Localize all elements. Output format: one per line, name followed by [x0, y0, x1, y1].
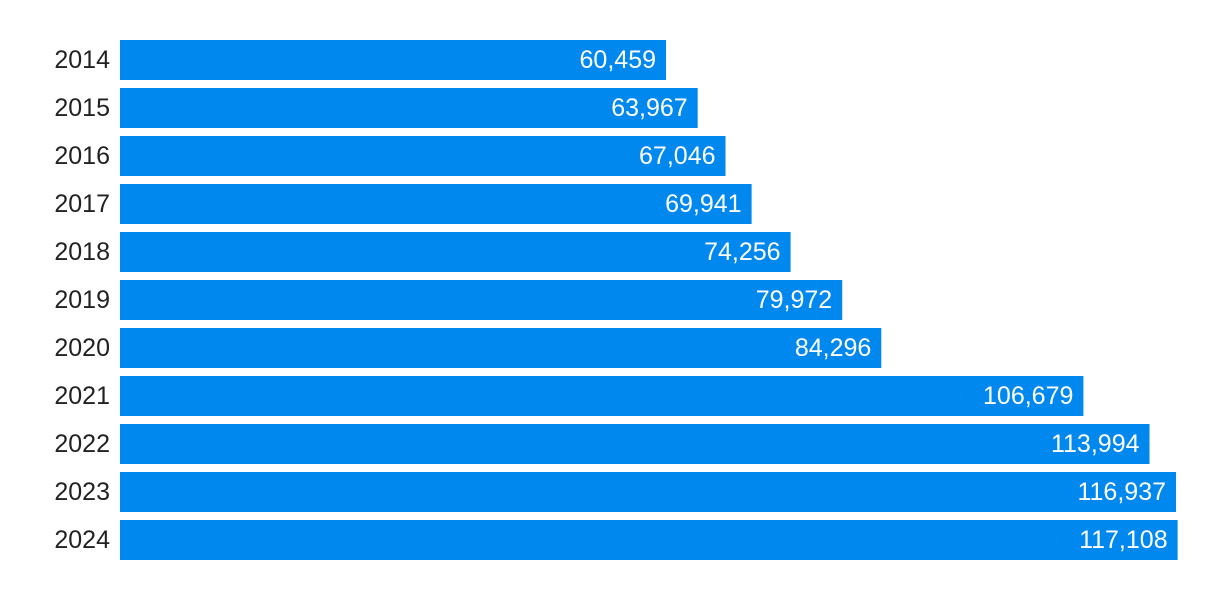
value-label-2016: 67,046 [639, 142, 715, 170]
category-label-2020: 2020 [54, 334, 110, 362]
bar-2024 [120, 520, 1178, 560]
category-label-2022: 2022 [54, 430, 110, 458]
category-label-2021: 2021 [54, 382, 110, 410]
category-label-2024: 2024 [54, 526, 110, 554]
value-label-2020: 84,296 [795, 334, 871, 362]
value-labels: 60,459 63,967 67,046 69,941 74,256 79,972 84,2… [580, 46, 1168, 554]
category-label-2018: 2018 [54, 238, 110, 266]
bars [120, 40, 1178, 560]
value-label-2019: 79,972 [756, 286, 832, 314]
category-label-2016: 2016 [54, 142, 110, 170]
bar-2020 [120, 328, 882, 368]
category-label-2019: 2019 [54, 286, 110, 314]
value-label-2017: 69,941 [665, 190, 741, 218]
bar-2022 [120, 424, 1150, 464]
category-label-2015: 2015 [54, 94, 110, 122]
category-label-2023: 2023 [54, 478, 110, 506]
category-label-2017: 2017 [54, 190, 110, 218]
bar-2019 [120, 280, 843, 320]
value-label-2015: 63,967 [611, 94, 687, 122]
category-labels: 2014 2015 2016 2017 2018 2019 2020 2021 2022 2023… [54, 46, 110, 554]
category-label-2014: 2014 [54, 46, 110, 74]
value-label-2014: 60,459 [580, 46, 656, 74]
bar-2017 [120, 184, 752, 224]
value-label-2021: 106,679 [983, 382, 1073, 410]
bar-2023 [120, 472, 1176, 512]
bar-2021 [120, 376, 1084, 416]
value-label-2022: 113,994 [1051, 430, 1140, 458]
bar-2015 [120, 88, 698, 128]
value-label-2018: 74,256 [704, 238, 780, 266]
bar-2016 [120, 136, 726, 176]
bar-2014 [120, 40, 666, 80]
value-label-2024: 117,108 [1079, 526, 1168, 554]
bar-2018 [120, 232, 791, 272]
value-label-2023: 116,937 [1077, 478, 1166, 506]
